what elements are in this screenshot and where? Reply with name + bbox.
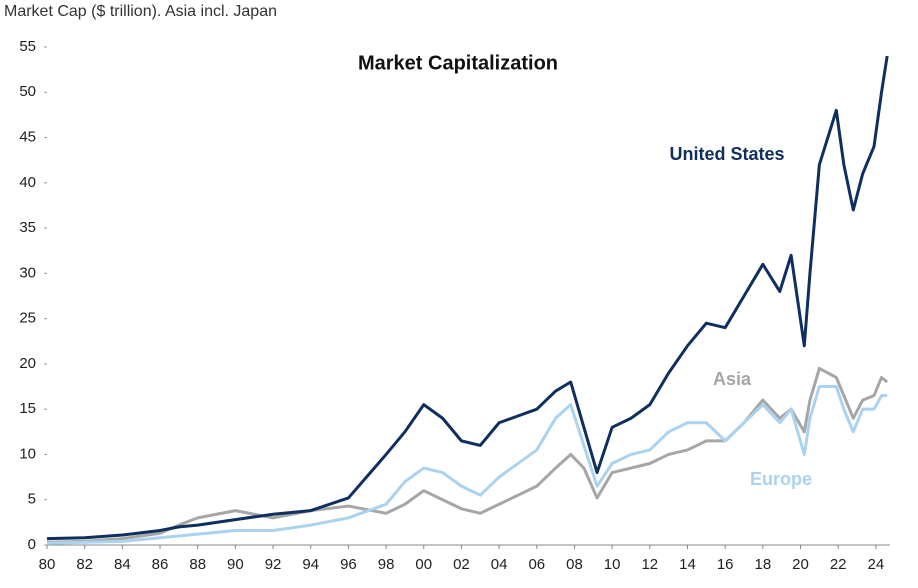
x-tick-label: 92	[265, 556, 282, 573]
x-tick-label: 06	[528, 556, 545, 573]
y-tick-label: 15	[19, 400, 36, 417]
y-axis-label: Market Cap ($ trillion). Asia incl. Japa…	[4, 3, 277, 20]
series-line	[46, 366, 889, 544]
y-tick-label: 5	[28, 491, 36, 508]
x-tick-label: 14	[679, 556, 696, 573]
series-label: United States	[669, 144, 784, 164]
y-tick-label: 25	[19, 310, 36, 327]
x-tick-label: 84	[114, 556, 131, 573]
x-tick-label: 12	[641, 556, 658, 573]
series-label: Asia	[713, 369, 752, 389]
y-tick-label: 55	[19, 38, 36, 55]
series-line	[46, 385, 888, 545]
x-tick-label: 80	[39, 556, 56, 573]
x-tick-label: 20	[792, 556, 809, 573]
x-tick-label: 00	[415, 556, 432, 573]
x-tick-label: 94	[302, 556, 319, 573]
x-tick-label: 24	[868, 556, 885, 573]
y-tick-label: 0	[28, 536, 36, 553]
x-tick-label: 02	[453, 556, 470, 573]
x-tick-label: 82	[76, 556, 93, 573]
y-tick-label: 10	[19, 445, 36, 462]
x-tick-label: 08	[566, 556, 583, 573]
x-tick-label: 96	[340, 556, 357, 573]
x-tick-label: 98	[378, 556, 395, 573]
y-tick-label: 35	[19, 219, 36, 236]
x-tick-label: 90	[227, 556, 244, 573]
y-tick-label: 40	[19, 174, 36, 191]
y-tick-label: 50	[19, 83, 36, 100]
chart-title: Market Capitalization	[358, 52, 558, 74]
x-tick-label: 86	[152, 556, 169, 573]
x-tick-label: 16	[717, 556, 734, 573]
y-tick-label: 45	[19, 129, 36, 146]
x-tick-label: 10	[604, 556, 621, 573]
y-tick-label: 30	[19, 264, 36, 281]
y-tick-label: 20	[19, 355, 36, 372]
x-tick-label: 18	[754, 556, 771, 573]
x-tick-label: 88	[189, 556, 206, 573]
series-label: Europe	[750, 469, 812, 489]
x-tick-label: 04	[491, 556, 508, 573]
x-tick-label: 22	[830, 556, 847, 573]
series-line	[46, 55, 889, 541]
